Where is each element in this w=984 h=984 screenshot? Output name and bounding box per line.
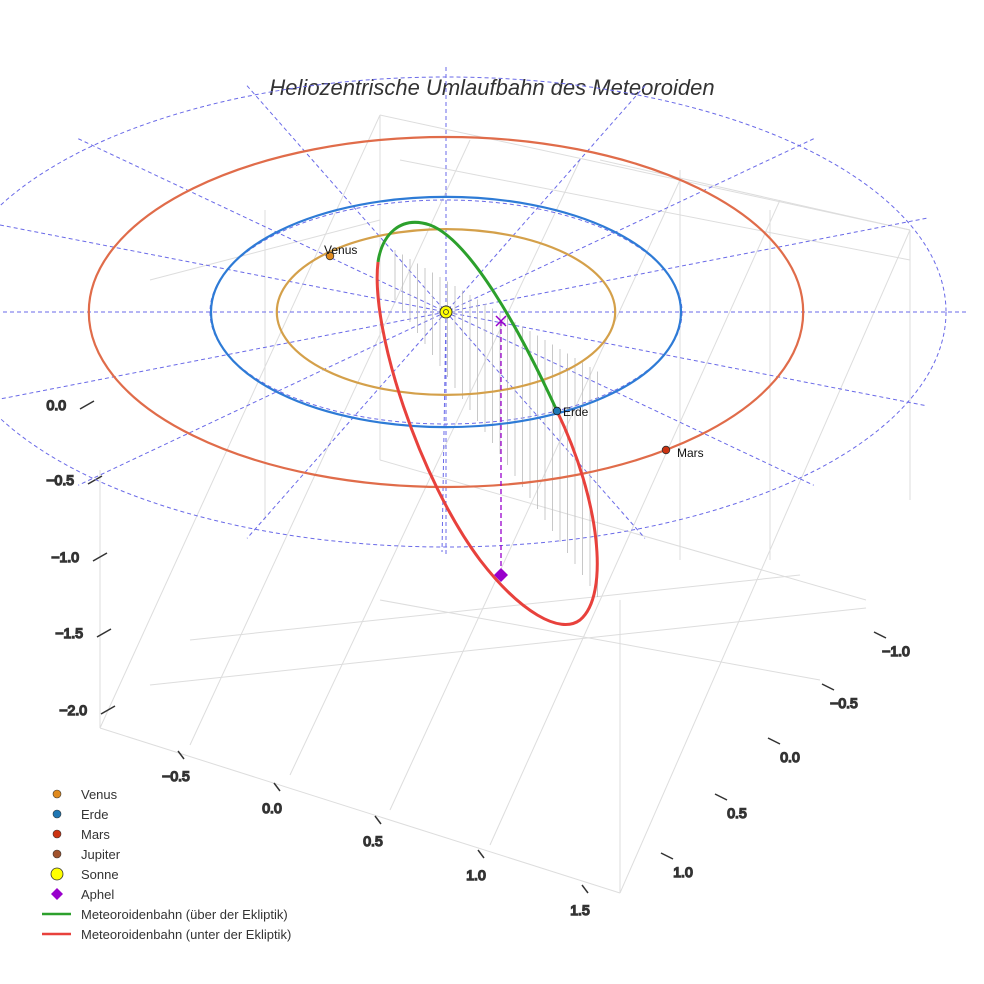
z-tick-label: −0.5 <box>46 472 74 488</box>
grid-line <box>289 159 581 776</box>
legend-symbol <box>50 867 64 881</box>
mars-orbit <box>87 135 805 489</box>
legend: Venus Erde Mars Jupiter Sonne Aphel Meteoroide… <box>42 787 291 942</box>
y-axis-ticks: −1.0 −0.5 0.0 0.5 1.0 <box>660 631 911 881</box>
legend-label: Meteoroidenbahn (über der Ekliptik) <box>81 907 288 922</box>
legend-label: Venus <box>81 787 118 802</box>
y-tick-label: −1.0 <box>882 643 910 659</box>
legend-label: Sonne <box>81 867 119 882</box>
y-tick-label: −0.5 <box>830 695 858 711</box>
grid-lines <box>99 114 911 894</box>
legend-label: Meteoroidenbahn (unter der Ekliptik) <box>81 927 291 942</box>
venus-orbit <box>275 227 617 397</box>
markers: Venus Erde Mars <box>324 243 704 582</box>
z-tick-mark <box>79 400 95 410</box>
legend-symbol <box>52 789 62 799</box>
x-tick-label: −0.5 <box>162 768 190 784</box>
y-tick-mark <box>714 793 728 801</box>
x-tick-label: 1.5 <box>570 902 590 918</box>
grid-line <box>99 114 381 729</box>
earth-label: Erde <box>563 405 589 419</box>
mars-marker <box>661 445 671 455</box>
y-tick-label: 1.0 <box>673 864 693 880</box>
grid-line <box>489 199 781 846</box>
ecliptic-radial-line <box>0 224 927 407</box>
y-tick-mark <box>660 852 674 860</box>
x-tick-mark <box>177 750 185 760</box>
erde-orbit <box>209 195 683 429</box>
grid-line <box>379 599 821 681</box>
x-tick-mark <box>581 884 589 894</box>
planet-orbits <box>87 135 805 489</box>
legend-label: Erde <box>81 807 108 822</box>
venus-marker <box>325 251 335 261</box>
x-tick-label: 0.0 <box>262 800 282 816</box>
grid-line <box>149 219 381 281</box>
z-tick-mark <box>87 475 103 485</box>
grid-line <box>149 607 867 686</box>
grid-line <box>389 179 681 811</box>
sun-marker <box>439 305 453 319</box>
grid-line <box>379 459 867 601</box>
z-tick-label: −1.0 <box>51 549 79 565</box>
x-tick-label: 1.0 <box>466 867 486 883</box>
x-tick-mark <box>273 782 281 792</box>
x-tick-mark <box>477 849 485 859</box>
grid-line <box>189 139 471 746</box>
x-tick-label: 0.5 <box>363 833 383 849</box>
sun-marker-core <box>443 309 449 315</box>
ecliptic-reference <box>0 67 966 557</box>
legend-symbol <box>52 829 62 839</box>
legend-symbol <box>51 888 63 900</box>
meteoroid-orbit <box>375 220 599 626</box>
z-tick-mark <box>96 628 112 638</box>
legend-label: Mars <box>81 827 110 842</box>
y-tick-mark <box>873 631 887 639</box>
x-axis-ticks: −0.5 0.0 0.5 1.0 1.5 <box>161 750 591 919</box>
legend-symbol <box>52 809 62 819</box>
venus-label: Venus <box>324 243 357 257</box>
x-tick-mark <box>374 815 382 825</box>
meteoroid-orbit-below <box>375 261 599 626</box>
projection-stems <box>394 250 598 597</box>
grid-line <box>379 114 911 231</box>
y-tick-mark <box>767 737 781 745</box>
z-tick-label: 0.0 <box>47 397 67 413</box>
mars-label: Mars <box>677 446 704 460</box>
z-tick-label: −1.5 <box>55 625 83 641</box>
grid-line <box>189 574 801 641</box>
legend-symbol <box>52 849 62 859</box>
plot-box: 0.0 −0.5 −1.0 −1.5 −2.0 −0.5 0.0 0.5 1.0 1.5 −1.… <box>46 114 911 919</box>
z-tick-mark <box>100 705 116 715</box>
grid-line <box>599 159 911 231</box>
chart-title: Heliozentrische Umlaufbahn des Meteoroid… <box>269 75 714 100</box>
legend-label: Jupiter <box>81 847 121 862</box>
aphel-projection-mark <box>495 315 507 327</box>
legend-label: Aphel <box>81 887 114 902</box>
y-tick-label: 0.5 <box>727 805 747 821</box>
grid-line <box>99 727 621 894</box>
z-tick-mark <box>92 552 108 562</box>
earth-marker <box>552 406 562 416</box>
z-axis-ticks: 0.0 −0.5 −1.0 −1.5 −2.0 <box>46 396 116 719</box>
y-tick-mark <box>821 683 835 691</box>
sun-vertical-line <box>441 311 447 553</box>
z-tick-label: −2.0 <box>59 702 87 718</box>
grid-line <box>399 159 911 261</box>
y-tick-label: 0.0 <box>780 749 800 765</box>
ecliptic-radial-line <box>0 217 927 400</box>
aphel-marker <box>494 568 508 582</box>
grid-line <box>619 229 911 894</box>
meteoroid-orbit-above <box>376 220 559 412</box>
